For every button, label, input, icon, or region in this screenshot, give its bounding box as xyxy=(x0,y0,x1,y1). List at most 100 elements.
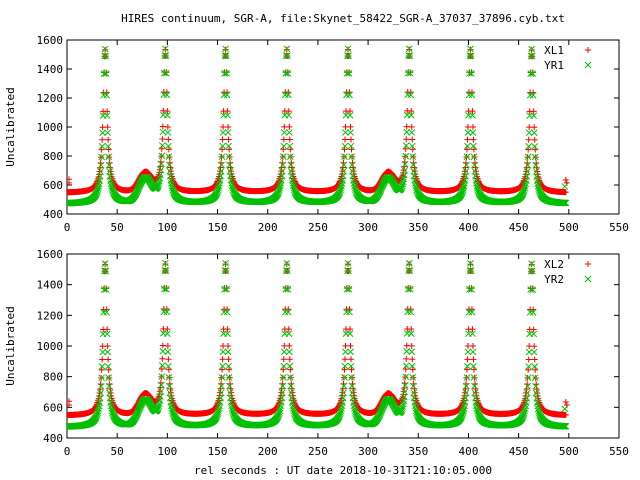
data-point xyxy=(168,182,176,190)
data-point xyxy=(405,259,413,267)
data-point xyxy=(342,123,349,130)
data-point xyxy=(223,91,231,99)
data-point xyxy=(158,362,166,369)
data-point xyxy=(276,182,284,190)
data-point xyxy=(531,124,538,131)
data-point xyxy=(459,186,467,194)
data-point xyxy=(163,285,170,293)
data-point xyxy=(527,267,535,275)
data-point xyxy=(100,70,108,77)
data-point xyxy=(217,394,224,402)
data-point xyxy=(462,389,470,397)
data-point xyxy=(561,405,569,413)
data-point xyxy=(466,52,474,60)
x-tick-label: 550 xyxy=(609,445,629,458)
series-XL1 xyxy=(67,46,570,196)
data-point xyxy=(225,153,233,161)
series-YR1 xyxy=(67,45,570,207)
data-point xyxy=(286,342,293,349)
data-point xyxy=(562,411,569,418)
data-point xyxy=(104,363,112,370)
data-point xyxy=(409,374,417,381)
data-point xyxy=(162,52,170,60)
data-point xyxy=(468,308,476,316)
x-tick-label: 100 xyxy=(157,221,177,234)
data-point xyxy=(529,69,536,76)
data-point xyxy=(531,356,538,363)
data-point xyxy=(468,285,475,292)
data-point xyxy=(470,374,478,381)
data-point xyxy=(402,366,409,373)
data-point xyxy=(96,395,104,402)
data-point xyxy=(351,405,358,412)
data-point xyxy=(226,146,233,153)
y-tick-label: 600 xyxy=(43,179,63,192)
data-point xyxy=(530,108,537,115)
data-point xyxy=(100,286,108,293)
data-point xyxy=(287,366,294,373)
data-point xyxy=(159,136,166,143)
data-point xyxy=(287,382,295,390)
data-point xyxy=(162,259,169,267)
data-point xyxy=(98,374,105,382)
data-point xyxy=(399,403,407,410)
data-point xyxy=(460,407,467,415)
data-point xyxy=(461,168,468,175)
data-point xyxy=(218,382,225,390)
data-point xyxy=(286,374,294,381)
data-point xyxy=(347,342,354,349)
data-point xyxy=(403,342,410,349)
x-tick-label: 550 xyxy=(609,221,629,234)
data-point xyxy=(528,45,536,53)
data-point xyxy=(278,167,286,175)
data-point xyxy=(525,129,533,137)
data-point xyxy=(219,348,227,356)
data-point xyxy=(464,356,471,363)
data-point xyxy=(278,389,286,397)
data-point xyxy=(222,46,229,53)
data-point xyxy=(562,189,569,196)
data-point xyxy=(221,70,228,77)
data-point xyxy=(406,46,413,53)
data-point xyxy=(286,123,293,130)
data-point xyxy=(344,259,352,267)
data-point xyxy=(217,389,225,397)
data-point xyxy=(159,355,166,362)
data-point xyxy=(406,267,414,274)
data-point xyxy=(225,342,232,349)
data-point xyxy=(283,261,290,268)
legend-label: XL1 xyxy=(544,44,564,57)
data-point xyxy=(523,168,531,175)
data-point xyxy=(534,183,542,190)
data-point xyxy=(337,407,345,415)
data-point xyxy=(411,168,418,175)
x-axis-label: rel seconds : UT date 2018-10-31T21:10:0… xyxy=(194,464,492,477)
data-point xyxy=(222,45,229,53)
data-point xyxy=(348,161,356,169)
data-point xyxy=(156,166,163,173)
data-point xyxy=(221,285,228,293)
legend-label: YR2 xyxy=(544,273,564,286)
data-point xyxy=(94,186,101,194)
data-point xyxy=(220,308,228,316)
data-point xyxy=(217,168,224,175)
series-YR2 xyxy=(67,259,570,430)
data-point xyxy=(562,398,569,405)
data-point xyxy=(224,326,231,333)
data-point xyxy=(339,394,347,402)
data-point xyxy=(97,383,105,390)
data-point xyxy=(98,363,106,370)
data-point xyxy=(531,343,538,350)
data-point xyxy=(406,69,414,77)
data-point xyxy=(527,286,535,293)
data-point xyxy=(102,261,109,268)
data-point xyxy=(532,389,540,397)
data-point xyxy=(224,348,232,356)
data-point xyxy=(157,160,165,168)
data-point xyxy=(348,366,355,373)
y-tick-label: 1000 xyxy=(37,340,64,353)
chart-panels: 0 50 100 150 200 250 300 350 400 450 500 5504006008… xyxy=(4,34,629,458)
y-tick-label: 1600 xyxy=(37,34,64,47)
y-axis-label: Uncalibrated xyxy=(4,87,17,166)
data-point xyxy=(468,69,475,76)
